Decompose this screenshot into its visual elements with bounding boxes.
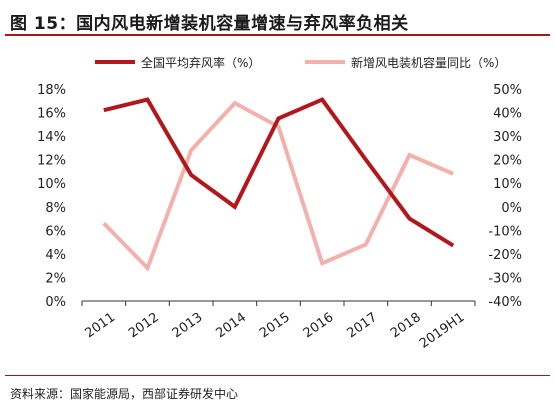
x-tick-label: 2014 [213,310,249,341]
right-tick-label: -20% [488,248,522,263]
right-tick-label: 20% [493,154,522,169]
series-lines [102,97,455,272]
left-axis-ticks: 0% 2% 4% 6% 8% 10% 12% 14% 16% 18% [37,83,66,310]
right-tick-label: 10% [493,177,522,192]
left-tick-label: 14% [37,130,66,145]
left-tick-label: 6% [45,224,66,239]
legend-label: 新增风电装机容量同比（%） [351,55,506,70]
left-tick-label: 4% [45,248,66,263]
right-tick-label: -40% [488,295,522,310]
legend: 全国平均弃风率（%） 新增风电装机容量同比（%） [95,55,506,70]
x-tick-label: 2015 [257,310,293,341]
x-tick-label: 2018 [388,310,424,341]
left-tick-label: 2% [45,271,66,286]
source-note: 资料来源：国家能源局，西部证券研发中心 [10,387,239,401]
right-axis-ticks: -40% -30% -20% -10% 0% 10% 20% 30% 40% 50% [488,83,522,310]
legend-label: 全国平均弃风率（%） [141,55,260,70]
title-divider [5,34,550,36]
x-tick-label: 2012 [126,310,162,341]
right-tick-label: 30% [493,130,522,145]
series-line-capacity-growth [102,100,454,272]
x-tick-label: 2011 [82,310,118,341]
left-tick-label: 12% [37,154,66,169]
right-tick-label: -10% [488,224,522,239]
x-tick-label: 2017 [344,310,380,341]
footer-divider [5,375,550,376]
chart-title: 图 15：国内风电新增装机容量增速与弃风率负相关 [10,14,409,34]
right-tick-label: 50% [493,83,522,98]
left-tick-label: 10% [37,177,66,192]
x-tick-label: 2016 [301,310,337,341]
x-tick-label: 2013 [170,310,206,341]
right-tick-label: 0% [501,201,522,216]
right-tick-label: 40% [493,107,522,122]
left-tick-label: 18% [37,83,66,98]
series-line-curtailment-rate [103,97,455,248]
left-tick-label: 16% [37,107,66,122]
right-tick-label: -30% [488,271,522,286]
x-tick-label: 2019H1 [417,310,467,352]
left-tick-label: 8% [45,201,66,216]
left-tick-label: 0% [45,295,66,310]
